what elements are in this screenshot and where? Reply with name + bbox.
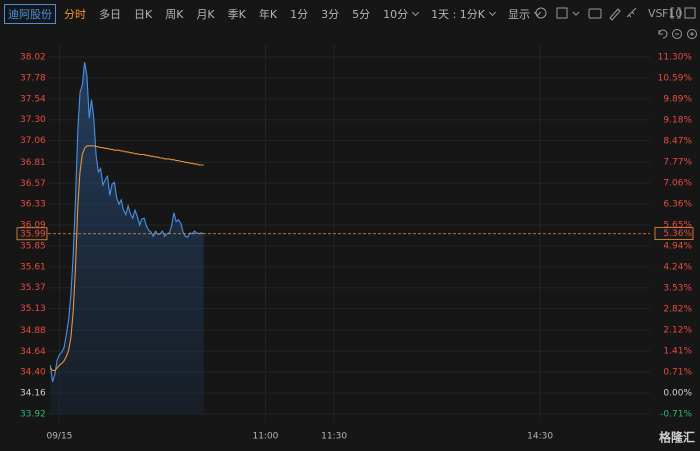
zoom-out-icon[interactable] (672, 29, 682, 39)
checkbox-icon[interactable] (556, 7, 568, 19)
zoom-in-plus (690, 32, 694, 36)
x-tick-label: 11:30 (321, 432, 347, 442)
y-tick-label: 38.02 (20, 53, 46, 63)
period-tab[interactable]: 周K (165, 7, 184, 21)
toolbar: 迪阿股份 分时 多日 日K 周K 月K 季K 年K 1分 3分 5分 10分 1… (0, 0, 700, 27)
display-dropdown[interactable]: 显示 (508, 6, 540, 22)
last-price-box (16, 227, 48, 241)
period-tab[interactable]: 5分 (352, 7, 371, 21)
vs-button[interactable]: VS (648, 7, 663, 20)
y2-tick-label: 2.12% (663, 325, 692, 335)
grid (48, 45, 650, 422)
last-pct-box (654, 227, 694, 240)
average-line (49, 145, 204, 372)
stock-name[interactable]: 迪阿股份 (4, 3, 56, 24)
y-tick-label: 35.61 (20, 262, 46, 272)
y2-tick-label: 4.94% (663, 242, 692, 252)
y2-tick-label: 8.47% (663, 137, 692, 147)
toolbar-icons (535, 7, 697, 39)
y2-tick-label: 5.65% (663, 220, 692, 230)
camera-icon[interactable] (588, 8, 602, 19)
zoom-in-icon[interactable] (687, 29, 697, 39)
x-tick-label: 11:00 (252, 432, 278, 442)
y2-tick-label: 6.36% (663, 199, 692, 209)
price-line (49, 62, 204, 382)
y-tick-label: 36.33 (20, 200, 46, 210)
period-tab[interactable]: 日K (134, 7, 153, 21)
period-dropdown[interactable]: 10分 (383, 6, 418, 22)
chevron-icon (572, 11, 580, 16)
last-price-label: 35.99 (20, 229, 46, 239)
period-tab[interactable]: 年K (258, 7, 278, 21)
y-tick-label: 34.88 (20, 326, 46, 336)
last-pct-label: 5.36% (663, 229, 692, 239)
period-tab[interactable]: 月K (196, 7, 215, 21)
f10-button[interactable]: F10 (662, 7, 682, 20)
y-tick-label: 35.37 (20, 283, 46, 293)
y-tick-label: 33.92 (20, 410, 46, 420)
period-tab[interactable]: 1分 (290, 7, 309, 21)
period-tab[interactable]: 分时 (64, 7, 86, 21)
y-tick-label: 35.85 (20, 241, 46, 251)
expand-icon[interactable] (670, 7, 681, 19)
y-tick-label: 37.78 (20, 73, 46, 83)
y2-tick-label: 0.71% (663, 367, 692, 377)
y2-tick-label: 11.30% (658, 53, 693, 63)
interval-dropdown[interactable]: 1天 : 1分K (431, 6, 495, 22)
y-tick-label: 34.40 (20, 368, 46, 378)
y-tick-label: 34.16 (20, 389, 46, 399)
y-tick-label: 35.13 (20, 304, 46, 314)
y2-tick-label: 1.41% (663, 346, 692, 356)
fullscreen-icon[interactable] (684, 7, 696, 19)
y-tick-label: 37.54 (20, 94, 46, 104)
y2-tick-label: 7.77% (663, 157, 692, 167)
price-area (50, 62, 204, 414)
y-tick-label: 37.30 (20, 115, 46, 125)
period-tab[interactable]: 3分 (321, 7, 340, 21)
y2-tick-label: 9.89% (663, 94, 692, 104)
y-tick-label: 36.57 (20, 179, 46, 189)
y2-tick-label: 3.53% (663, 283, 692, 293)
y-tick-label: 34.64 (20, 347, 46, 357)
y-tick-label: 36.81 (20, 158, 46, 168)
x-tick-label: 14:30 (527, 432, 553, 442)
y2-tick-label: 9.18% (663, 116, 692, 126)
ruler-icon[interactable] (626, 7, 637, 18)
period-tab[interactable]: 季K (227, 7, 246, 21)
settings-icon[interactable] (535, 7, 547, 19)
y2-tick-label: 0.00% (663, 388, 692, 398)
y2-tick-label: 4.24% (663, 262, 692, 272)
period-tab[interactable]: 多日 (99, 7, 121, 21)
x-tick-label: 09/15 (46, 432, 72, 442)
y2-tick-label: 2.82% (663, 305, 692, 315)
y-tick-label: 36.09 (20, 221, 46, 231)
undo-icon[interactable] (658, 29, 668, 39)
watermark: 格隆汇 (659, 430, 695, 445)
y2-tick-label: 10.59% (658, 74, 693, 84)
y2-tick-label: 7.06% (663, 179, 692, 189)
y-tick-label: 37.06 (20, 136, 46, 146)
y2-tick-label: -0.71% (660, 410, 692, 420)
pen-icon[interactable] (609, 8, 621, 21)
